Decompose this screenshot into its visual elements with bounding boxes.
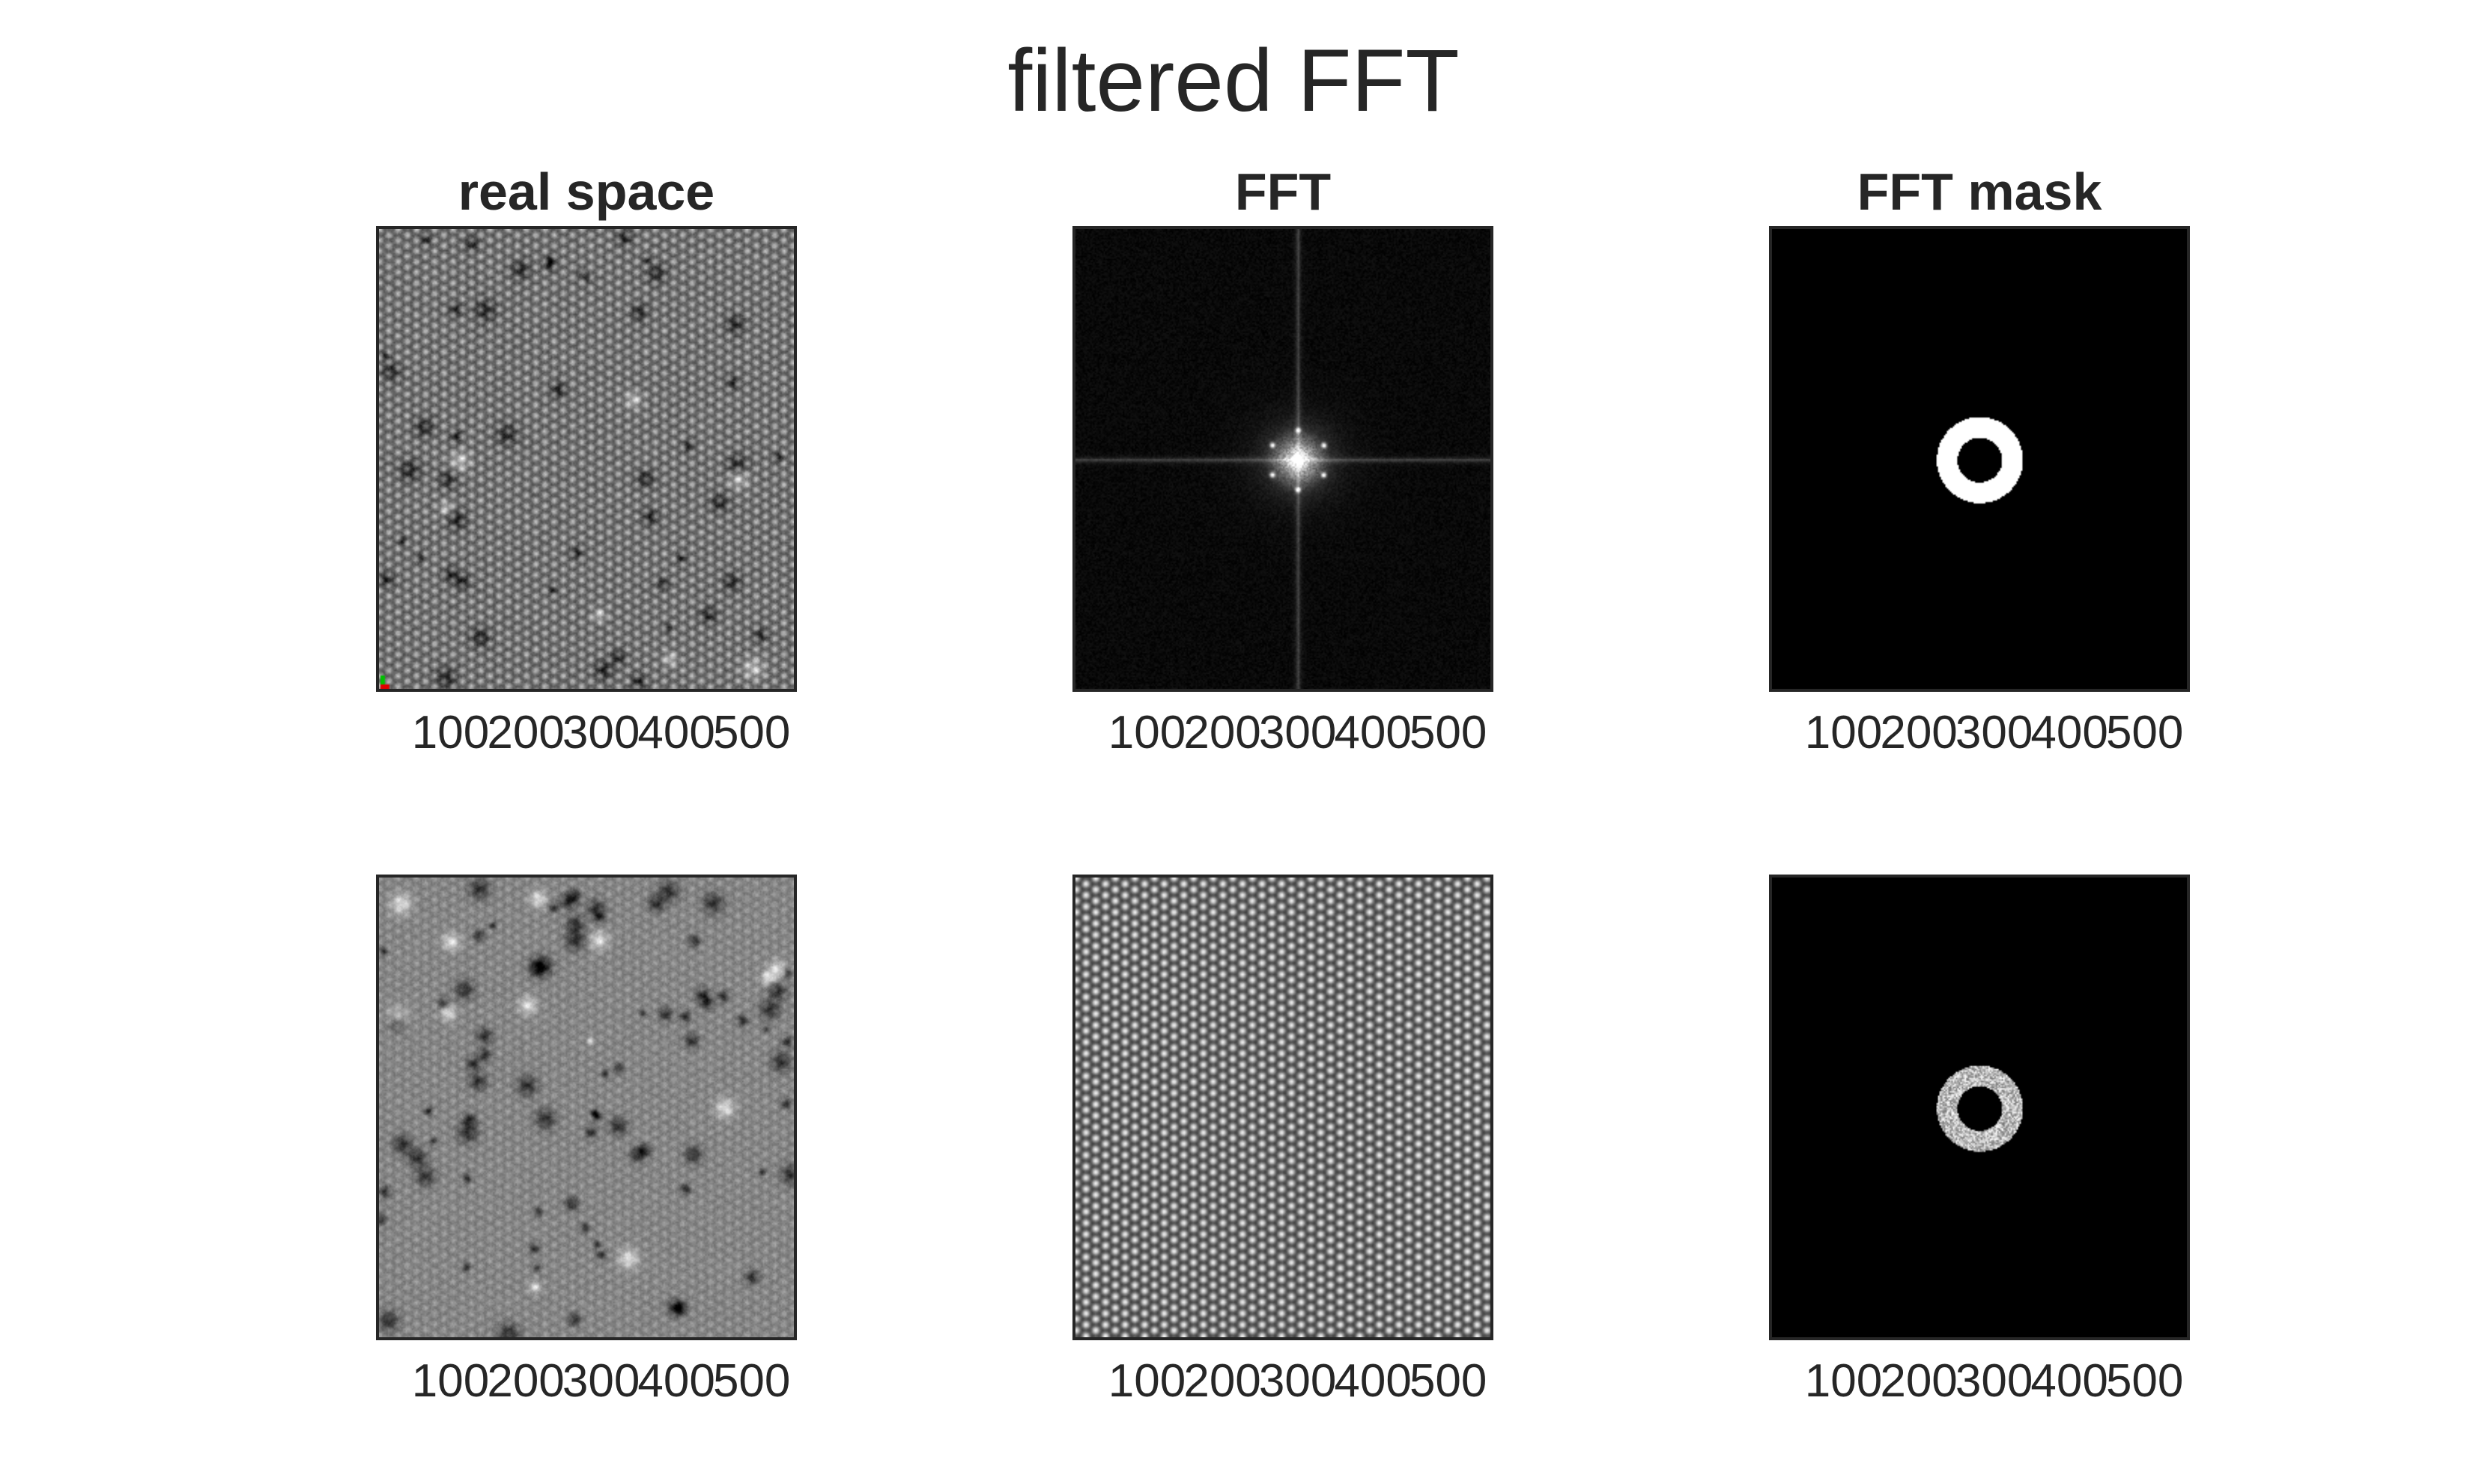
axes-frame [1072,875,1493,1340]
x-tick-label: 400 [1334,707,1412,758]
axes-title: FFT [1234,162,1332,221]
x-tick-label: 100 [1108,1355,1186,1407]
x-tick-label: 400 [637,1355,715,1407]
x-tick-label: 200 [487,1355,565,1407]
x-tick-label: 500 [712,707,791,758]
axes-frame [376,226,797,692]
image-lattice-filtered [1075,878,1490,1337]
x-tick-label: 200 [1880,707,1958,758]
image-real-space-raw [379,229,794,689]
axes-frame [1769,875,2190,1340]
x-tick-label: 200 [1880,1355,1958,1407]
axes-frame [1072,226,1493,692]
x-tick-label: 500 [1409,1355,1487,1407]
image-real-space-filtered [379,878,794,1337]
x-tick-label: 300 [562,707,640,758]
x-tick-label: 500 [2105,1355,2184,1407]
x-tick-label: 500 [712,1355,791,1407]
x-tick-label: 300 [1258,707,1337,758]
x-tick-label: 100 [1804,1355,1883,1407]
image-fft-raw [1075,229,1490,689]
x-tick-label: 200 [487,707,565,758]
x-tick-label: 500 [1409,707,1487,758]
x-tick-label: 500 [2105,707,2184,758]
x-tick-label: 300 [562,1355,640,1407]
x-tick-label: 400 [1334,1355,1412,1407]
x-tick-label: 300 [1955,707,2033,758]
x-tick-label: 400 [2030,707,2108,758]
x-tick-label: 100 [1804,707,1883,758]
x-tick-label: 100 [411,707,490,758]
image-fft-mask [1772,229,2187,689]
figure-title: filtered FFT [1007,31,1460,130]
x-tick-label: 200 [1183,1355,1261,1407]
axes-frame [1769,226,2190,692]
x-tick-label: 400 [637,707,715,758]
image-fft-masked [1772,878,2187,1337]
axes-title: real space [458,162,715,221]
axes-frame [376,875,797,1340]
x-tick-label: 300 [1258,1355,1337,1407]
axes-title: FFT mask [1857,162,2102,221]
x-tick-label: 300 [1955,1355,2033,1407]
x-tick-label: 400 [2030,1355,2108,1407]
x-tick-label: 200 [1183,707,1261,758]
x-tick-label: 100 [411,1355,490,1407]
x-tick-label: 100 [1108,707,1186,758]
